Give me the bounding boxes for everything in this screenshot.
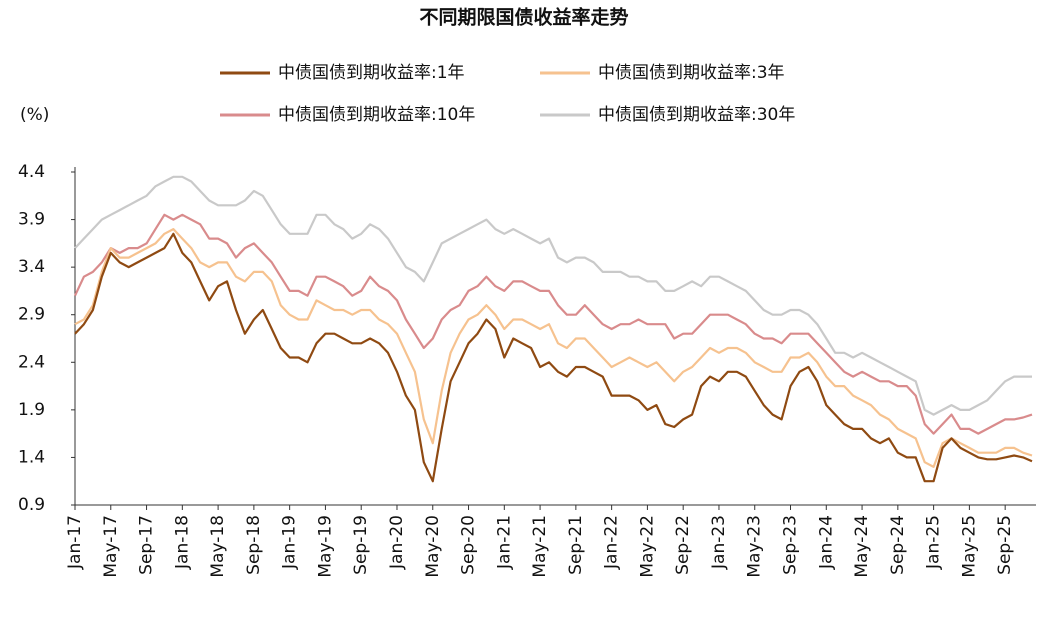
series-line bbox=[74, 213, 1033, 435]
x-tick-label: Jan-19 bbox=[280, 515, 300, 570]
x-tick-label: Jan-25 bbox=[924, 515, 944, 570]
y-tick-label: 3.4 bbox=[18, 257, 45, 277]
x-tick-label: Sep-21 bbox=[566, 515, 586, 575]
legend-label: 中债国债到期收益率:3年 bbox=[598, 63, 785, 83]
series-line bbox=[74, 232, 1033, 483]
x-tick-label: Sep-23 bbox=[781, 515, 801, 575]
y-tick-label: 4.4 bbox=[18, 162, 45, 182]
x-tick-label: Sep-22 bbox=[673, 515, 693, 575]
x-tick-label: Sep-17 bbox=[137, 515, 157, 575]
y-axis-label: (%) bbox=[20, 105, 49, 125]
x-tick-label: Sep-18 bbox=[244, 515, 264, 575]
y-tick-label: 1.4 bbox=[18, 447, 45, 467]
x-tick-label: Jan-21 bbox=[494, 515, 514, 570]
chart-title: 不同期限国债收益率走势 bbox=[419, 6, 628, 29]
x-tick-label: Sep-25 bbox=[995, 515, 1015, 575]
legend-label: 中债国债到期收益率:10年 bbox=[278, 105, 475, 125]
x-tick-label: Sep-19 bbox=[351, 515, 371, 575]
x-tick-label: May-22 bbox=[637, 515, 657, 578]
y-tick-label: 2.9 bbox=[18, 305, 45, 325]
x-tick-label: Jan-22 bbox=[602, 515, 622, 570]
series-line bbox=[74, 228, 1033, 468]
legend-label: 中债国债到期收益率:1年 bbox=[278, 63, 465, 83]
x-tick-label: May-17 bbox=[101, 515, 121, 578]
y-tick-label: 3.9 bbox=[18, 210, 45, 230]
x-tick-label: May-24 bbox=[852, 515, 872, 578]
x-tick-label: Jan-17 bbox=[65, 515, 85, 570]
x-tick-label: Jan-20 bbox=[387, 515, 407, 570]
legend-label: 中债国债到期收益率:30年 bbox=[598, 105, 795, 125]
x-tick-label: Jan-23 bbox=[709, 515, 729, 570]
x-tick-label: Jan-24 bbox=[816, 515, 836, 570]
x-tick-label: Jan-18 bbox=[172, 515, 192, 570]
x-tick-label: May-21 bbox=[530, 515, 550, 578]
y-tick-label: 1.9 bbox=[18, 400, 45, 420]
series-line bbox=[74, 175, 1032, 416]
y-tick-label: 0.9 bbox=[18, 495, 45, 515]
x-tick-label: May-20 bbox=[423, 515, 443, 578]
x-tick-label: Sep-20 bbox=[459, 515, 479, 575]
x-tick-label: Sep-24 bbox=[888, 515, 908, 575]
x-tick-label: May-23 bbox=[745, 515, 765, 578]
x-tick-label: May-25 bbox=[959, 515, 979, 578]
x-tick-label: May-18 bbox=[208, 515, 228, 578]
x-tick-label: May-19 bbox=[315, 515, 335, 578]
y-tick-label: 2.4 bbox=[18, 352, 45, 372]
